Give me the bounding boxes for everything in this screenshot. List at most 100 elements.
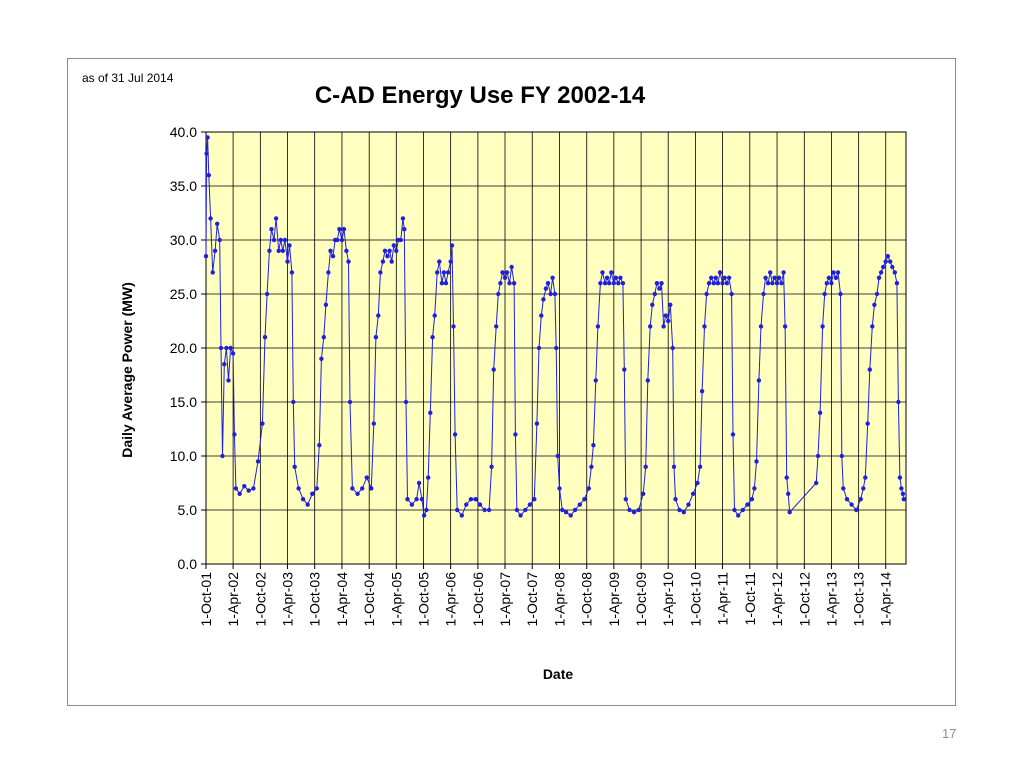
y-tick-label: 0.0 <box>178 556 198 572</box>
data-point <box>285 259 290 264</box>
data-point <box>464 502 469 507</box>
data-point <box>611 281 616 286</box>
data-point <box>378 270 383 275</box>
y-tick-label: 30.0 <box>170 232 197 248</box>
data-point <box>589 464 594 469</box>
data-point <box>292 464 297 469</box>
data-point <box>874 291 880 297</box>
data-point <box>631 510 637 515</box>
data-point <box>736 513 741 518</box>
data-point <box>654 281 660 286</box>
x-tick-label: 1-Apr-13 <box>823 572 839 627</box>
data-point <box>424 507 429 513</box>
data-point <box>280 248 285 253</box>
data-point <box>885 254 890 259</box>
page-number: 17 <box>942 726 957 741</box>
data-point <box>659 281 664 286</box>
data-point <box>786 491 791 496</box>
data-point <box>878 270 884 275</box>
y-tick-label: 20.0 <box>170 340 197 356</box>
data-point <box>618 275 623 280</box>
data-point <box>815 453 821 459</box>
data-point <box>699 389 705 394</box>
data-point <box>620 281 626 286</box>
data-point <box>532 497 537 502</box>
x-tick-label: 1-Apr-14 <box>878 572 894 627</box>
data-point <box>273 216 279 221</box>
x-tick-label: 1-Oct-04 <box>361 572 377 627</box>
data-point <box>439 281 445 286</box>
data-point <box>765 281 771 286</box>
data-point <box>380 259 386 264</box>
data-point <box>831 270 836 275</box>
data-point <box>276 248 281 253</box>
data-point <box>451 324 456 329</box>
x-tick-label: 1-Apr-03 <box>279 572 295 627</box>
data-point <box>405 497 410 502</box>
data-point <box>627 507 632 513</box>
data-point <box>774 281 780 286</box>
data-point <box>607 281 612 286</box>
y-tick-label: 25.0 <box>170 286 197 302</box>
data-point <box>477 502 483 507</box>
y-tick-label: 15.0 <box>170 394 197 410</box>
data-point <box>226 378 231 383</box>
data-point <box>591 443 596 448</box>
data-point <box>376 313 381 318</box>
data-point <box>317 443 322 448</box>
data-point <box>711 281 716 286</box>
data-point <box>394 248 399 253</box>
data-point <box>643 464 648 469</box>
y-tick-label: 35.0 <box>170 178 197 194</box>
data-point <box>230 351 236 356</box>
data-point <box>732 507 737 513</box>
x-tick-label: 1-Apr-05 <box>388 572 404 627</box>
data-point <box>888 259 893 264</box>
data-point <box>740 507 745 513</box>
data-point <box>577 502 582 507</box>
data-point <box>715 281 721 286</box>
data-point <box>536 345 542 351</box>
data-point <box>360 486 365 491</box>
y-tick-label: 10.0 <box>170 448 197 464</box>
data-point <box>671 464 677 469</box>
x-tick-label: 1-Oct-08 <box>579 572 595 627</box>
x-tick-label: 1-Apr-08 <box>551 572 567 627</box>
data-point <box>593 378 598 383</box>
data-point <box>220 453 225 459</box>
data-point <box>814 480 819 486</box>
data-point <box>829 281 834 286</box>
data-point <box>204 151 209 156</box>
data-point <box>568 513 573 518</box>
y-axis-label: Daily Average Power (MW) <box>119 282 135 458</box>
data-point <box>305 502 310 507</box>
data-point <box>870 324 875 329</box>
data-point <box>339 237 345 243</box>
data-point <box>761 291 766 297</box>
data-point <box>364 475 369 480</box>
data-point <box>310 491 315 496</box>
data-point <box>756 378 762 383</box>
data-point <box>548 291 553 297</box>
data-point <box>369 486 374 491</box>
data-point <box>264 291 270 297</box>
data-point <box>523 507 528 513</box>
data-point <box>609 270 614 275</box>
data-point <box>724 281 730 286</box>
data-point <box>782 324 788 329</box>
data-point <box>673 497 678 502</box>
data-point <box>622 367 627 372</box>
data-point <box>749 497 755 502</box>
data-point <box>373 335 379 340</box>
data-point <box>271 237 277 243</box>
data-point <box>702 324 707 329</box>
data-point <box>872 302 877 307</box>
data-point <box>455 507 460 513</box>
data-point <box>350 486 355 491</box>
x-tick-label: 1-Apr-04 <box>334 572 350 627</box>
data-point <box>206 173 211 178</box>
data-point <box>459 513 464 518</box>
data-point <box>695 480 700 486</box>
data-point <box>534 421 540 426</box>
